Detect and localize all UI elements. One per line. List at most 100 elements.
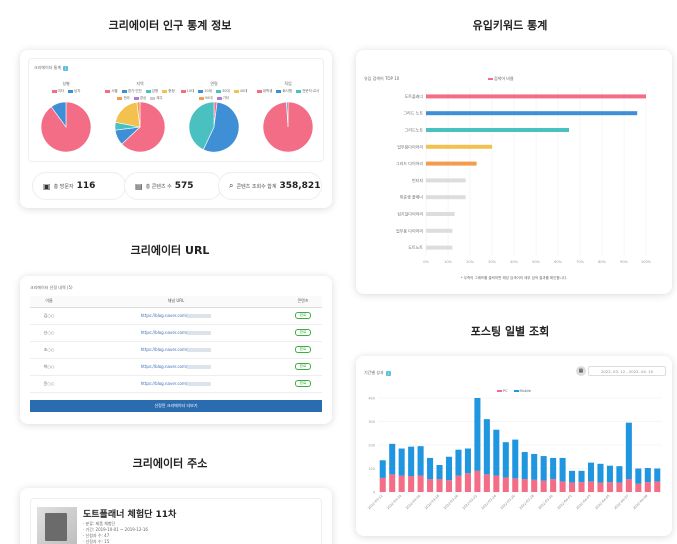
bar-mobile <box>635 468 642 484</box>
y-category-label: 그리드 노트 <box>403 110 423 116</box>
pie-chart-0: 성별 여자 남자 <box>30 81 102 161</box>
pie-legend-item: 충청 <box>162 89 175 94</box>
status-badge[interactable]: 완료 <box>294 363 312 370</box>
bar-pc <box>502 477 509 492</box>
channel-url-cell: https://blog.naver.com/ <box>68 341 284 359</box>
channel-url-link[interactable]: https://blog.naver.com/ <box>140 381 188 386</box>
bar-mobile <box>417 446 424 476</box>
url-header: 크리에이터 선정 내역 (5) <box>30 285 73 290</box>
more-creators-button[interactable]: 선정된 크리에이터 더보기 <box>30 400 322 412</box>
keyword-bar <box>426 128 569 132</box>
bar-pc <box>379 477 386 492</box>
bar-mobile <box>379 460 386 478</box>
bar-pc <box>531 479 538 492</box>
campaign-detail-line: · 기간: 2019-10-01 ~ 2019-12-16 <box>83 527 148 532</box>
y-category-label: 업무용다이어리 <box>397 143 423 149</box>
x-tick-label: 2022-03-26 <box>500 494 516 510</box>
bar-mobile <box>569 470 576 483</box>
pie-legend-item: 전문직·교사 <box>296 89 319 94</box>
pie-legend-item: 40대 <box>233 89 247 94</box>
calendar-icon[interactable]: ▦ <box>576 366 586 376</box>
content-status-cell: 완료 <box>284 307 322 325</box>
x-tick-label: 10% <box>444 260 452 264</box>
pie-chart-2: 연령 10대 20대 30대 40대 50대 기타 <box>178 81 250 161</box>
y-tick-label: 200 <box>368 443 375 447</box>
pie-slice <box>136 101 141 128</box>
bar-mobile <box>455 449 462 476</box>
pie-slice <box>121 101 166 153</box>
column-url: 채널 URL <box>68 296 284 308</box>
pie-title: 지역 <box>136 81 144 86</box>
pie-legend-item: 제주 <box>150 96 163 101</box>
pie-legend-item: 서울 <box>105 89 118 94</box>
column-content: 콘텐츠 <box>284 296 322 308</box>
population-inner: 크리에이터 통계 i 성별 여자 남자 지역 서울 경기·인천 강원 충청 전라 경상 제주 연령 10… <box>28 58 324 162</box>
campaign-details: · 분류: 제품 체험단 · 기간: 2019-10-01 ~ 2019-12-1… <box>83 521 148 544</box>
pie-chart-3: 직업 대학생 회사원 전문직·교사 <box>252 81 324 161</box>
status-badge[interactable]: 완료 <box>294 329 312 336</box>
pie-chart-1: 지역 서울 경기·인천 강원 충청 전라 경상 제주 <box>104 81 176 161</box>
bar-pc <box>389 474 396 492</box>
table-row: 김○○ https://blog.naver.com/완료 <box>30 307 322 325</box>
pie-title: 연령 <box>210 81 218 86</box>
bar-pc <box>474 470 481 492</box>
x-tick-label: 50% <box>532 260 540 264</box>
keyword-bar <box>426 161 477 166</box>
pie-legend: 대학생 회사원 전문직·교사 <box>252 89 324 101</box>
pie-legend-item: 전라 <box>117 96 130 101</box>
table-row: 윤○○ https://blog.naver.com/완료 <box>30 375 322 393</box>
keyword-bar <box>426 228 453 233</box>
y-category-label: 심기일다이어리 <box>397 211 423 217</box>
table-row: 조○○ https://blog.naver.com/완료 <box>30 341 322 359</box>
document-icon: ▤ <box>135 181 143 191</box>
pie-title: 직업 <box>284 81 292 86</box>
x-tick-label: 2022-03-24 <box>481 494 497 510</box>
bar-pc <box>427 479 434 492</box>
bar-pc <box>644 482 651 492</box>
channel-url-cell: https://blog.naver.com/ <box>68 358 284 376</box>
campaign-detail-line: · 분류: 제품 체험단 <box>83 521 116 526</box>
status-badge[interactable]: 완료 <box>294 380 312 387</box>
bar-mobile <box>512 439 519 479</box>
bar-mobile <box>550 457 557 480</box>
x-tick-label: 2022-03-22 <box>462 494 478 510</box>
channel-url-link[interactable]: https://blog.naver.com/ <box>140 330 188 335</box>
x-tick-label: 80% <box>598 260 606 264</box>
bar-mobile <box>521 452 528 480</box>
visitors-value: 116 <box>76 181 96 191</box>
info-icon: i <box>385 370 391 376</box>
pie-legend-item: 30대 <box>216 89 230 94</box>
x-tick-label: 0% <box>423 260 429 264</box>
status-badge[interactable]: 완료 <box>294 312 312 319</box>
bar-pc <box>616 482 623 492</box>
bar-pc <box>493 475 500 492</box>
y-category-label: 취준생 플래너 <box>400 194 424 200</box>
pie-legend-item: 기타 <box>216 96 229 101</box>
bar-pc <box>540 480 547 492</box>
column-name: 이름 <box>30 296 68 308</box>
bar-mobile <box>427 457 434 480</box>
pie-legend-item: 강원 <box>145 89 158 94</box>
pie-legend-item: 회사원 <box>276 89 292 94</box>
status-badge[interactable]: 완료 <box>294 346 312 353</box>
channel-url-link[interactable]: https://blog.naver.com/ <box>140 313 188 318</box>
bar-pc <box>654 481 661 492</box>
keyword-bar <box>426 94 646 99</box>
y-category-label: 도트노트 <box>408 245 423 250</box>
table-row: 신○○ https://blog.naver.com/완료 <box>30 324 322 342</box>
keywords-header: 유입 검색어 TOP 10 <box>364 76 400 81</box>
date-range-field[interactable]: 2022. 03. 12 - 2022. 04. 10 <box>588 366 666 376</box>
x-tick-label: 20% <box>466 260 474 264</box>
channel-url-link[interactable]: https://blog.naver.com/ <box>140 364 188 369</box>
y-category-label: 그리드노트 <box>405 127 424 133</box>
bar-pc <box>578 482 585 492</box>
redacted-id <box>187 365 212 369</box>
bar-pc <box>625 479 632 492</box>
bar-mobile <box>445 456 453 481</box>
keywords-card: 유입 검색어 TOP 10 검색어 비율 0% 10% 20% 30% 40% 50% 60… <box>356 50 672 294</box>
x-tick-label: 40% <box>510 260 518 264</box>
visitors-icon: ▣ <box>43 181 51 191</box>
bar-mobile <box>597 463 604 483</box>
x-tick-label: 2022-04-01 <box>556 494 572 510</box>
channel-url-link[interactable]: https://blog.naver.com/ <box>140 347 188 352</box>
